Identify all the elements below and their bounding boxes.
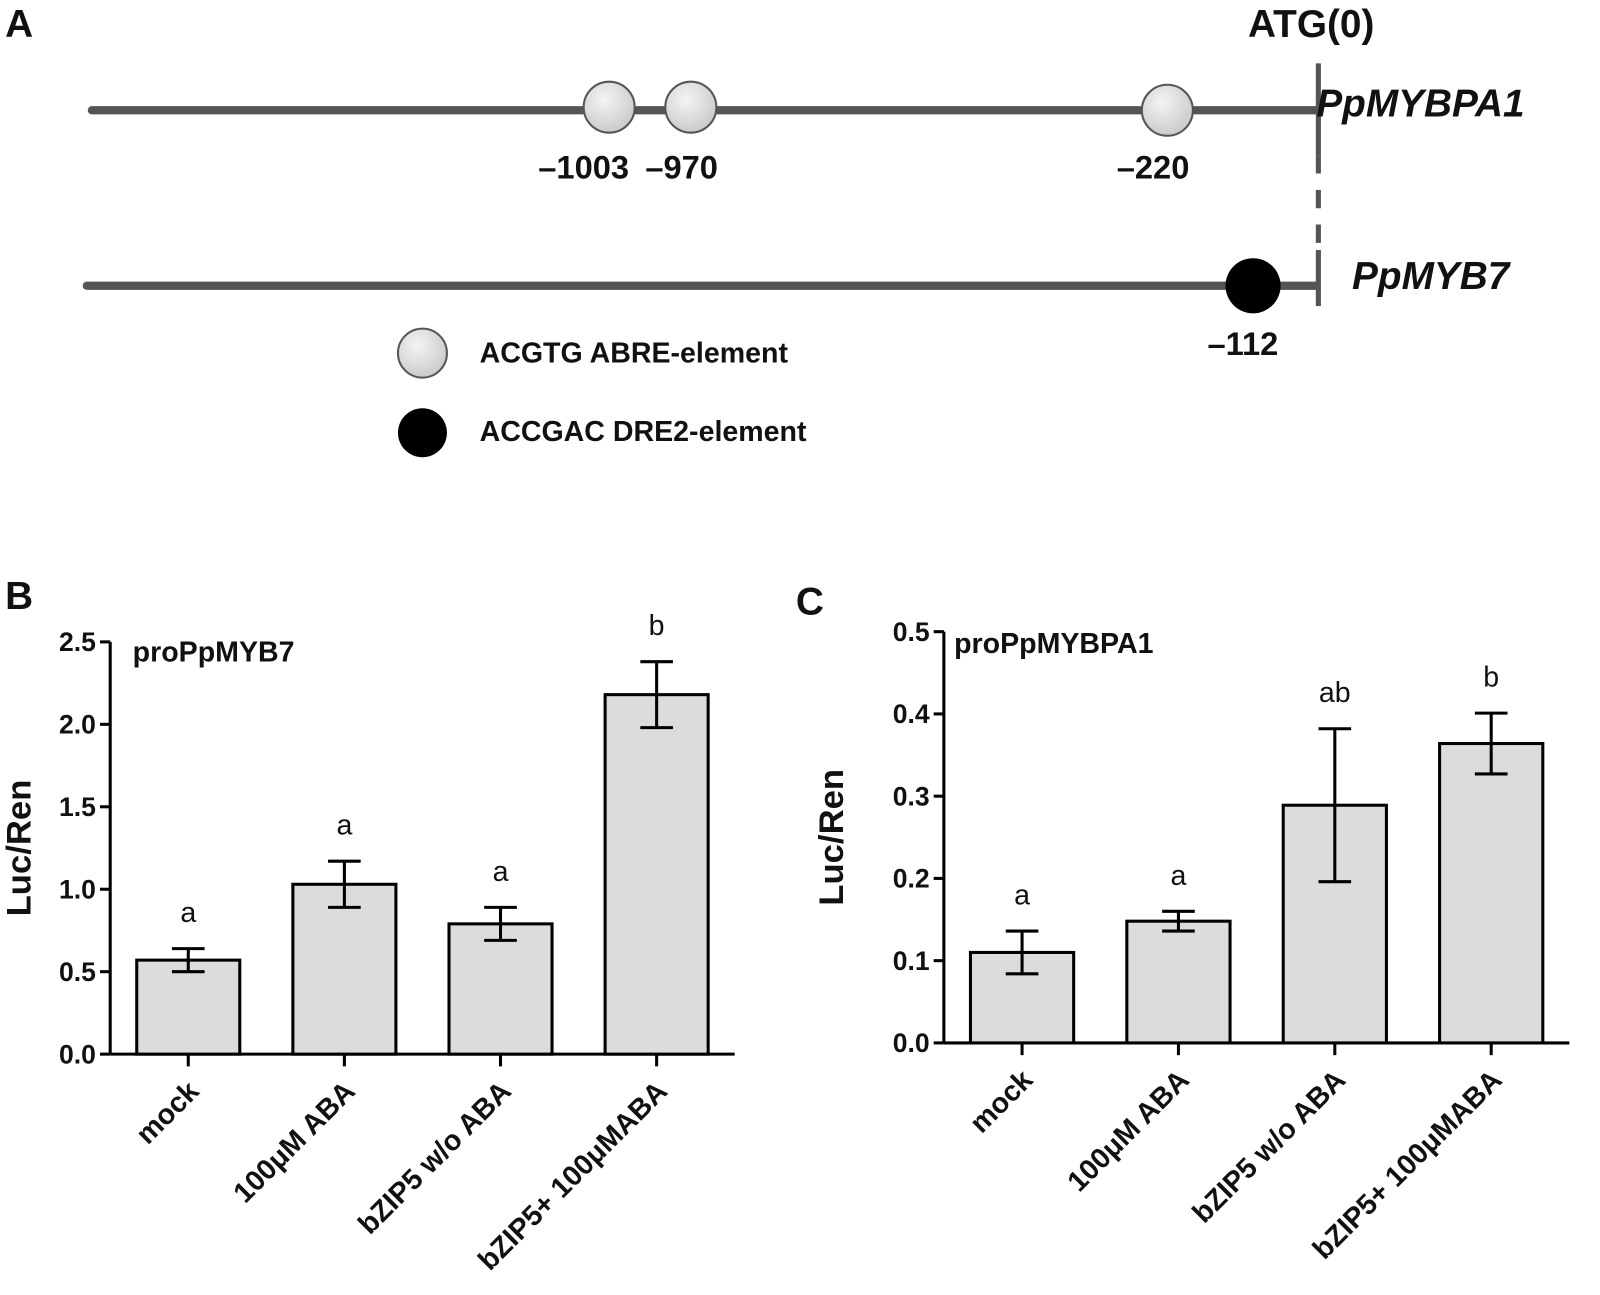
atg-label: ATG(0)	[1248, 3, 1374, 46]
bar	[135, 958, 242, 1056]
bar	[291, 882, 398, 1056]
chart-title: proPpMYB7	[133, 636, 295, 668]
abre-element	[1140, 83, 1194, 137]
significance-label: ab	[1319, 677, 1351, 709]
panel-label: C	[796, 580, 824, 623]
x-tick-label: bZIP5 w/o ABA	[1187, 1064, 1353, 1230]
abre-element	[582, 80, 636, 134]
x-tick-label: 100μM ABA	[227, 1075, 361, 1209]
significance-label: a	[1170, 860, 1186, 892]
abre-element	[664, 80, 718, 134]
bar	[603, 693, 710, 1056]
panel-a: A ATG(0) –1003 –970 –220 –112 PpMYBPA1 P…	[5, 3, 1525, 458]
error-bar	[1474, 711, 1508, 776]
position-label: –1003	[538, 149, 629, 186]
error-bar	[1162, 909, 1195, 933]
significance-label: a	[493, 856, 509, 888]
error-bar	[640, 660, 673, 730]
position-label: –220	[1117, 149, 1190, 186]
position-label: –970	[645, 149, 718, 186]
significance-label: b	[649, 610, 665, 642]
bar	[1438, 742, 1545, 1045]
error-bar	[1318, 727, 1352, 884]
y-tick-label: 0.5	[59, 957, 96, 987]
y-axis-label: Luc/Ren	[1, 780, 39, 917]
x-tick-label: mock	[130, 1075, 205, 1150]
y-tick-label: 0.4	[893, 699, 930, 729]
panel-label: A	[5, 3, 33, 46]
y-tick-label: 0.0	[59, 1039, 96, 1069]
y-tick-label: 2.5	[59, 627, 96, 657]
position-label: –112	[1207, 325, 1278, 362]
legend-symbol	[397, 408, 447, 458]
significance-label: a	[180, 897, 196, 929]
significance-label: a	[336, 810, 352, 842]
gene-name: PpMYB7	[1352, 255, 1512, 298]
bar	[447, 922, 554, 1056]
dre2-element	[1225, 258, 1281, 314]
y-tick-label: 0.0	[893, 1028, 930, 1058]
y-tick-label: 0.5	[893, 617, 930, 647]
y-tick-label: 2.0	[59, 710, 96, 740]
y-tick-label: 1.5	[59, 792, 96, 822]
error-bar	[484, 905, 517, 942]
y-axis-label: Luc/Ren	[813, 769, 851, 906]
y-tick-label: 0.3	[893, 781, 930, 811]
error-bar	[1005, 929, 1039, 976]
bar	[1125, 919, 1232, 1045]
y-tick-label: 0.2	[893, 864, 930, 894]
significance-label: a	[1014, 880, 1030, 912]
legend-label: ACGTG ABRE-element	[480, 337, 789, 369]
error-bar	[328, 859, 361, 909]
legend-symbol	[396, 327, 448, 379]
error-bar	[171, 947, 205, 974]
panel-label: B	[5, 575, 33, 618]
significance-label: b	[1483, 662, 1499, 694]
gene-name: PpMYBPA1	[1316, 82, 1524, 125]
x-tick-label: bZIP5 w/o ABA	[352, 1075, 518, 1241]
x-tick-label: 100μM ABA	[1062, 1064, 1196, 1198]
legend-label: ACCGAC DRE2-element	[480, 416, 807, 448]
x-tick-label: mock	[964, 1064, 1039, 1139]
y-tick-label: 1.0	[59, 874, 96, 904]
y-tick-label: 0.1	[893, 946, 930, 976]
chart-title: proPpMYBPA1	[954, 628, 1154, 660]
